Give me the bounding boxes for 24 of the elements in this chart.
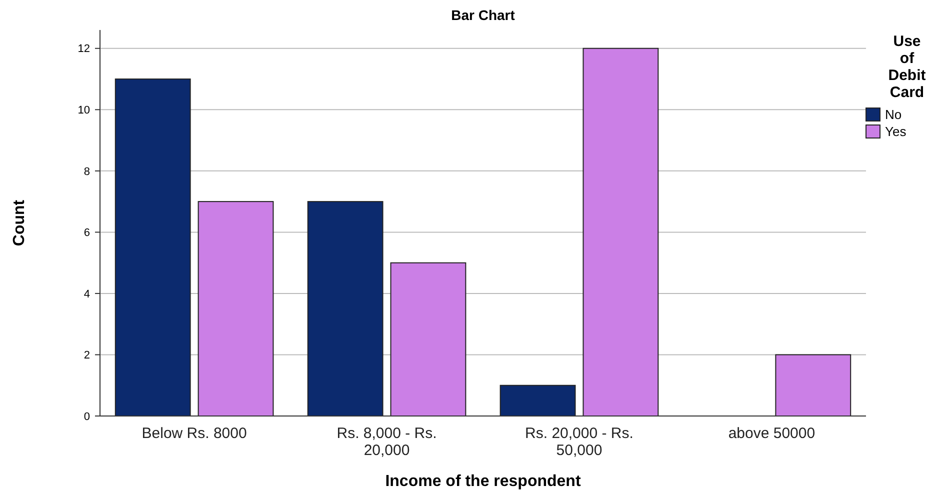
x-tick-label: Rs. 8,000 - Rs. 20,000 [336, 425, 437, 459]
bar [390, 262, 466, 416]
y-tick-label: 0 [84, 410, 90, 423]
x-tick-label: Rs. 20,000 - Rs. 50,000 [525, 425, 634, 459]
bar [114, 78, 191, 416]
bar [307, 201, 384, 416]
bar [775, 354, 852, 416]
bar [582, 48, 659, 416]
y-tick-label: 2 [84, 350, 90, 362]
y-tick-label: 12 [78, 43, 90, 56]
x-tick-label: above 50000 [728, 425, 816, 442]
y-tick-label: 6 [84, 227, 90, 240]
bar [198, 201, 274, 416]
legend-label: Yes [885, 124, 907, 139]
bar [500, 384, 576, 416]
y-tick-label: 10 [78, 104, 90, 116]
y-axis-title: Count [11, 199, 28, 246]
chart-title: Bar Chart [451, 7, 516, 23]
y-tick-label: 4 [84, 288, 90, 300]
legend-title: Use of Debit Card [888, 33, 926, 101]
legend-label: No [885, 107, 902, 122]
x-tick-label: Below Rs. 8000 [142, 425, 247, 442]
x-axis-title: Income of the respondent [385, 473, 582, 490]
y-tick-label: 8 [84, 166, 90, 178]
